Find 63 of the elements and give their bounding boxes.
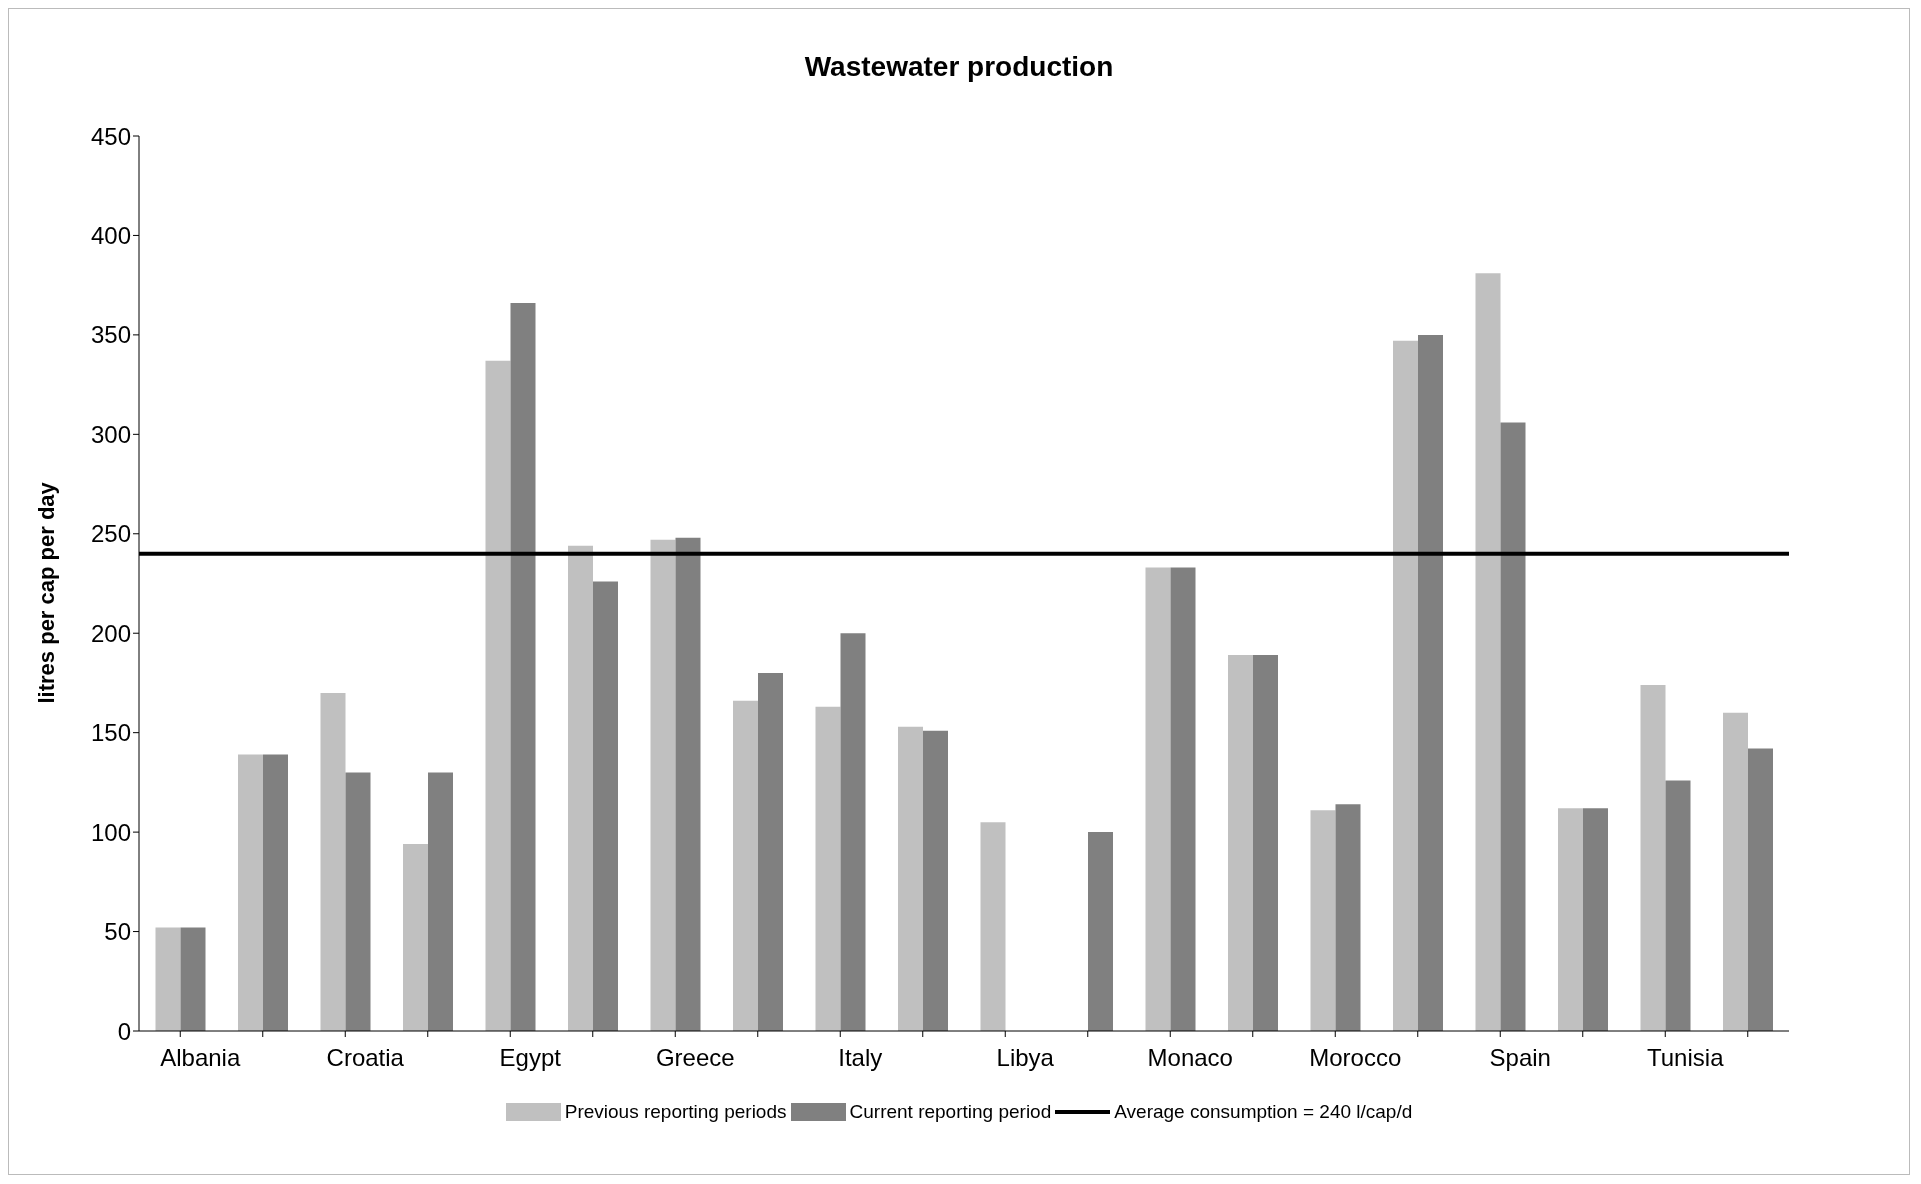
bar (980, 822, 1006, 1031)
legend-label: Average consumption = 240 l/cap/d (1114, 1101, 1413, 1123)
y-tick-label: 300 (90, 420, 131, 448)
bar (403, 844, 428, 1031)
x-tick-label: Morocco (1309, 1044, 1402, 1072)
x-tick-label: Greece (655, 1044, 735, 1072)
bar (1170, 567, 1196, 1031)
x-tick-label: Albania (160, 1044, 241, 1072)
y-tick-label: 100 (90, 818, 131, 846)
y-axis-title: litres per cap per day (33, 481, 59, 704)
y-tick-label: 250 (90, 520, 131, 548)
bar (1723, 712, 1748, 1031)
x-tick-label: Monaco (1147, 1044, 1233, 1072)
bar (815, 706, 841, 1031)
x-tick-label: Italy (838, 1044, 883, 1072)
bar (568, 545, 593, 1031)
bar (1583, 808, 1608, 1031)
bar (675, 537, 701, 1031)
x-tick-label: Croatia (326, 1044, 405, 1072)
legend-label: Current reporting period (849, 1101, 1052, 1123)
bar (485, 360, 511, 1031)
y-tick-label: 450 (90, 122, 131, 150)
bar (1145, 567, 1171, 1031)
x-tick-label: Spain (1489, 1044, 1551, 1072)
y-tick-label: 200 (90, 619, 131, 647)
y-tick-label: 150 (90, 719, 131, 747)
y-tick-label: 400 (90, 221, 131, 249)
bar (263, 754, 288, 1031)
y-tick-label: 50 (104, 918, 131, 946)
bar (650, 539, 676, 1031)
bar (1310, 810, 1336, 1031)
bar (180, 927, 206, 1031)
bar (1665, 780, 1691, 1031)
bar (1335, 804, 1361, 1031)
bar (840, 633, 866, 1031)
legend-label: Previous reporting periods (564, 1101, 787, 1123)
bar (1393, 340, 1418, 1031)
bar (1088, 832, 1113, 1031)
bar (1418, 334, 1443, 1031)
bar (923, 730, 948, 1031)
bar (510, 303, 536, 1031)
bar (1253, 655, 1278, 1031)
bar (1228, 655, 1253, 1031)
x-tick-label: Tunisia (1647, 1044, 1725, 1072)
bar (238, 754, 263, 1031)
bar (1748, 748, 1773, 1031)
bar (733, 700, 758, 1031)
x-tick-label: Egypt (499, 1044, 562, 1072)
bar (428, 772, 453, 1031)
x-tick-label: Libya (996, 1044, 1055, 1072)
bar (1558, 808, 1583, 1031)
bar (1475, 273, 1501, 1031)
bar (593, 581, 618, 1031)
y-tick-label: 350 (90, 321, 131, 349)
bar (1500, 422, 1526, 1031)
bar (155, 927, 181, 1031)
bar (758, 673, 783, 1031)
bar (320, 692, 346, 1031)
bar (1640, 684, 1666, 1031)
bar (345, 772, 371, 1031)
y-tick-label: 0 (117, 1017, 131, 1045)
bar (898, 726, 923, 1031)
chart-title: Wastewater production (803, 51, 1115, 84)
